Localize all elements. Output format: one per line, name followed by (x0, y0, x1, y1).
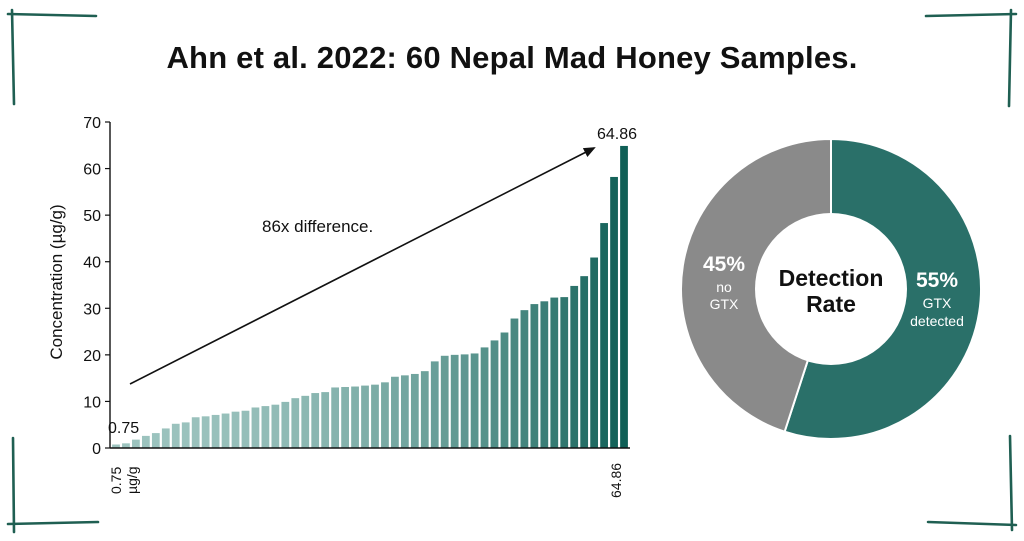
bar (251, 407, 260, 448)
difference-arrow (129, 147, 596, 385)
frame-stroke-top-left-h (6, 12, 98, 18)
bar (161, 428, 170, 448)
bar (460, 354, 469, 448)
bar (181, 422, 190, 448)
x-tick-first-value: 0.75 (108, 467, 124, 494)
bar (480, 347, 489, 448)
slice-none-label-1: no (716, 279, 732, 295)
bar-series (112, 145, 628, 448)
bar (311, 393, 320, 448)
frame-stroke-bottom-right-v (1008, 434, 1014, 532)
bar (261, 406, 270, 448)
frame-stroke-bottom-left-h (6, 520, 100, 526)
bar (321, 392, 330, 448)
frame-stroke-top-right-v (1007, 8, 1013, 108)
bar (241, 410, 250, 448)
bar (610, 176, 618, 448)
bar (271, 404, 280, 448)
frame-stroke-top-left-v (10, 8, 16, 106)
bar (122, 443, 130, 448)
slice-detected-label-1: GTX (923, 295, 952, 311)
y-axis-ticks: 0 10 20 30 40 50 60 70 (83, 115, 110, 458)
bar (201, 416, 210, 448)
bar (221, 413, 230, 448)
bar (490, 340, 499, 448)
bar (151, 433, 160, 448)
bar (620, 145, 628, 448)
donut-center-label-line1: Detection (779, 265, 884, 291)
slice-detected-label-2: detected (910, 313, 964, 329)
frame-stroke-top-right-h (924, 12, 1018, 18)
bar (211, 414, 220, 448)
donut-center-label-line2: Rate (806, 291, 856, 317)
slice-detected-percent: 55% (916, 269, 958, 292)
bar (530, 304, 539, 448)
bar (400, 375, 409, 448)
y-tick-label: 40 (83, 255, 101, 272)
bar (450, 354, 459, 448)
bar (500, 332, 509, 448)
bar (301, 395, 310, 448)
slice-none-percent: 45% (703, 253, 745, 276)
bar (510, 318, 519, 448)
x-tick-last-value: 64.86 (608, 463, 624, 498)
x-tick-first-unit: µg/g (124, 466, 140, 494)
bar (141, 435, 150, 448)
bar (112, 444, 120, 448)
bar (331, 387, 340, 448)
difference-annotation: 86x difference. (262, 217, 373, 236)
bar (570, 285, 579, 448)
bar (351, 386, 359, 448)
bar (281, 401, 290, 448)
y-tick-label: 0 (92, 441, 101, 458)
y-tick-label: 70 (83, 115, 101, 132)
bar (371, 384, 379, 448)
bar (132, 439, 140, 448)
bar (590, 257, 599, 448)
bar (560, 297, 569, 448)
bar (231, 411, 240, 448)
bar (600, 223, 608, 448)
bar (381, 382, 389, 448)
bar (341, 386, 349, 448)
bar (171, 423, 180, 448)
bar (440, 355, 449, 448)
bar (361, 385, 369, 448)
min-value-label: 0.75 (108, 420, 139, 437)
max-value-label: 64.86 (597, 126, 637, 143)
donut-hole (755, 213, 907, 365)
y-tick-label: 30 (83, 301, 101, 318)
chart-title: Ahn et al. 2022: 60 Nepal Mad Honey Samp… (166, 40, 858, 75)
bar (291, 398, 300, 448)
bar (540, 301, 549, 448)
bar (520, 310, 529, 448)
bar (191, 417, 200, 448)
y-tick-label: 20 (83, 348, 101, 365)
slice-none-label-2: GTX (710, 296, 739, 312)
bar (391, 376, 399, 448)
bar (420, 371, 429, 448)
y-tick-label: 10 (83, 394, 101, 411)
bar (410, 373, 419, 448)
y-axis-label: Concentration (µg/g) (47, 204, 66, 359)
bar (550, 297, 559, 448)
y-tick-label: 60 (83, 162, 101, 179)
frame-stroke-bottom-left-v (11, 436, 16, 534)
frame-stroke-bottom-right-h (926, 520, 1018, 527)
bar (430, 361, 439, 448)
bar (580, 276, 589, 448)
y-tick-label: 50 (83, 208, 101, 225)
bar (470, 353, 479, 448)
